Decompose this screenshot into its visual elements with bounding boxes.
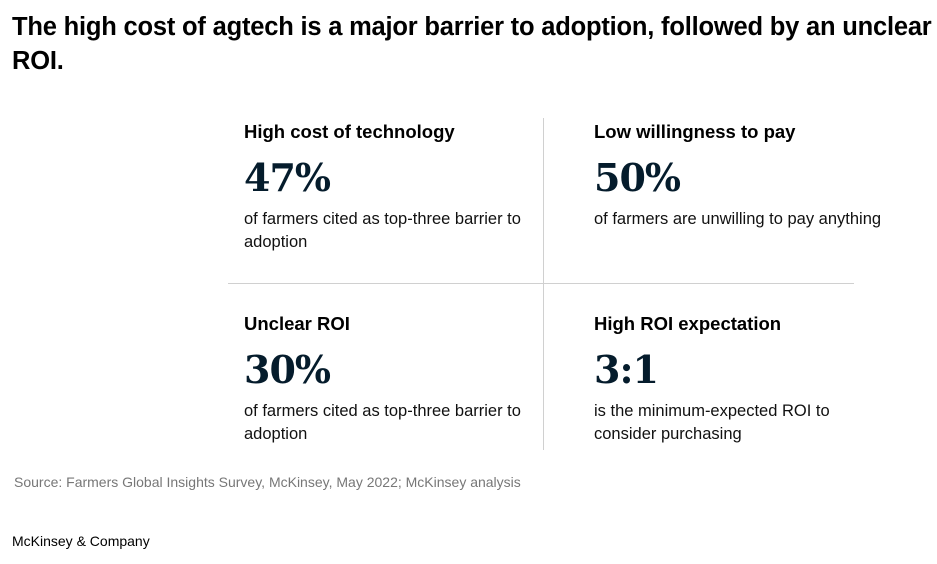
- stat-heading: Low willingness to pay: [594, 121, 796, 142]
- stat-low-willingness: Low willingness to pay 50% of farmers ar…: [594, 120, 884, 231]
- source-note: Source: Farmers Global Insights Survey, …: [14, 474, 521, 490]
- stat-description: of farmers cited as top-three barrier to…: [244, 210, 521, 251]
- stat-value: 47%: [244, 155, 331, 200]
- stat-unclear-roi: Unclear ROI 30% of farmers cited as top-…: [244, 312, 534, 446]
- horizontal-divider: [228, 283, 854, 284]
- stat-heading: High cost of technology: [244, 121, 455, 142]
- stats-grid: High cost of technology 47% of farmers c…: [228, 118, 881, 450]
- vertical-divider: [543, 118, 544, 450]
- brand-logo: McKinsey & Company: [12, 533, 150, 549]
- stat-description: of farmers are unwilling to pay anything: [594, 210, 882, 228]
- stat-description: is the minimum-expected ROI to consider …: [594, 402, 830, 443]
- stat-high-cost: High cost of technology 47% of farmers c…: [244, 120, 534, 254]
- stat-value: 50%: [594, 155, 681, 200]
- exhibit-title: The high cost of agtech is a major barri…: [12, 13, 932, 75]
- stat-roi-expectation: High ROI expectation 3:1 is the minimum-…: [594, 312, 884, 446]
- stat-value: 3:1: [594, 347, 659, 392]
- stat-description: of farmers cited as top-three barrier to…: [244, 402, 521, 443]
- stat-heading: Unclear ROI: [244, 313, 350, 334]
- stat-heading: High ROI expectation: [594, 313, 782, 334]
- stat-value: 30%: [244, 347, 331, 392]
